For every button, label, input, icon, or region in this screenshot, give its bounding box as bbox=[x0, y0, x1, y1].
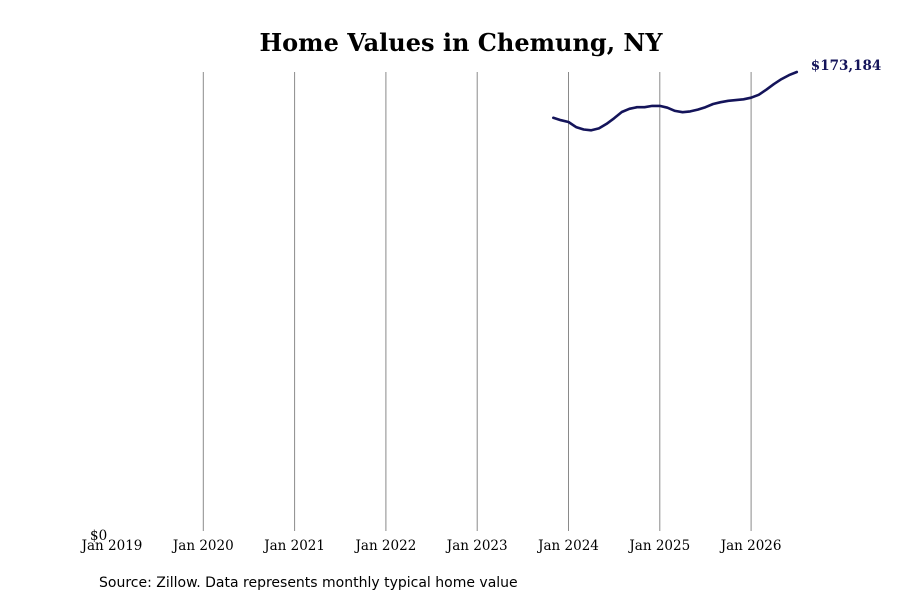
x-tick-label: Jan 2021 bbox=[262, 538, 325, 554]
x-tick-label: Jan 2025 bbox=[627, 538, 690, 554]
x-tick-label: Jan 2020 bbox=[171, 538, 234, 554]
y-tick-label-zero: $0 bbox=[90, 528, 107, 544]
x-tick-label: Jan 2023 bbox=[445, 538, 508, 554]
end-value-label: $173,184 bbox=[811, 58, 881, 74]
chart-title: Home Values in Chemung, NY bbox=[260, 28, 664, 57]
grid-lines bbox=[202, 72, 752, 531]
x-tick-label: Jan 2026 bbox=[719, 538, 782, 554]
source-note: Source: Zillow. Data represents monthly … bbox=[99, 575, 518, 591]
x-axis-ticks: Jan 2019 Jan 2020 Jan 2021 Jan 2022 Jan 2023… bbox=[80, 538, 782, 554]
x-tick-label: Jan 2019 bbox=[80, 538, 143, 554]
x-tick-label: Jan 2024 bbox=[536, 538, 599, 554]
home-value-line bbox=[552, 70, 799, 132]
x-tick-label: Jan 2022 bbox=[353, 538, 416, 554]
